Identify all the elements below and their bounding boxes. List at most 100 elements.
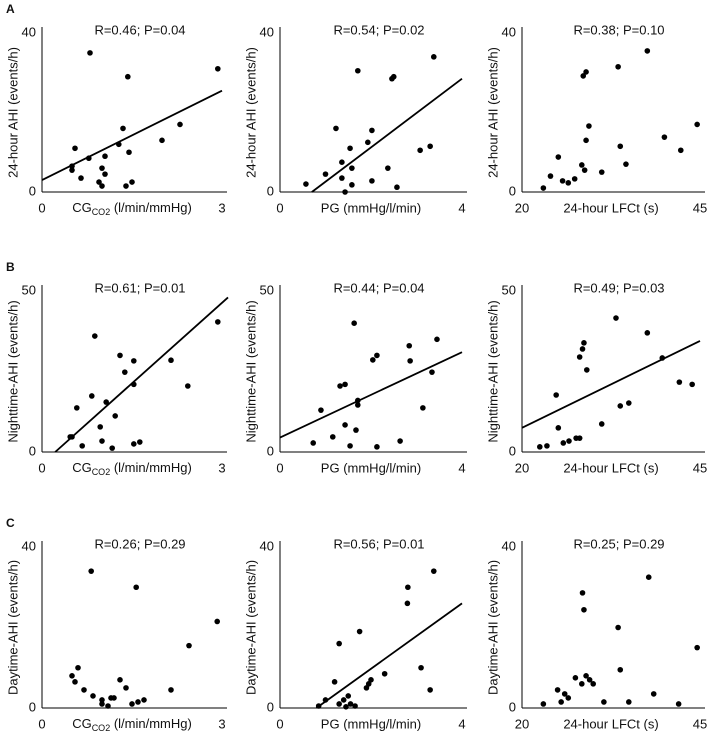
point xyxy=(123,183,129,189)
point xyxy=(579,590,586,596)
fit-line xyxy=(315,602,463,709)
point xyxy=(168,687,174,693)
point xyxy=(547,173,554,179)
x-axis-label-part: CO2 xyxy=(92,467,111,477)
point xyxy=(537,444,543,450)
point xyxy=(381,670,388,677)
point xyxy=(90,693,96,699)
point xyxy=(81,687,87,693)
x-tick-label: 0 xyxy=(38,200,45,215)
point xyxy=(576,354,583,360)
point xyxy=(407,358,413,364)
point xyxy=(598,169,605,175)
x-axis-label: CGCO2 (l/min/mmHg) xyxy=(72,460,192,477)
y-tick-label: 50 xyxy=(260,282,274,297)
point xyxy=(561,691,568,697)
point xyxy=(540,185,547,191)
annotation: R=0.25; P=0.29 xyxy=(573,536,664,551)
y-axis-label: 24-hour AHI (events/h) xyxy=(485,47,500,178)
y-tick-label: 0 xyxy=(509,699,516,714)
x-tick-label: 45 xyxy=(693,200,707,215)
annotation: R=0.54; P=0.02 xyxy=(333,22,424,37)
x-axis-label-part: (l/min/mmHg) xyxy=(110,200,192,215)
x-tick-label: 4 xyxy=(458,460,465,475)
point xyxy=(617,403,624,409)
point xyxy=(394,184,400,191)
y-tick-label: 0 xyxy=(267,699,274,714)
point xyxy=(644,330,651,336)
point xyxy=(117,677,123,683)
point xyxy=(571,176,578,182)
panel-label: B xyxy=(6,260,15,274)
panel: 0 50 0 3 R=0.61; P=0.01 Nighttime-AHI (events… xyxy=(5,280,229,477)
x-tick-label: 4 xyxy=(458,716,465,731)
x-tick-label: 4 xyxy=(458,200,465,215)
point xyxy=(96,179,102,185)
x-axis-label: PG (mmHg/l/min) xyxy=(321,460,421,475)
point xyxy=(135,699,141,705)
point xyxy=(349,182,355,188)
point xyxy=(99,697,105,703)
point xyxy=(353,427,359,433)
y-tick-label: 0 xyxy=(29,699,36,714)
point xyxy=(581,167,588,173)
y-tick-label: 0 xyxy=(509,183,516,198)
point xyxy=(356,628,363,635)
point xyxy=(365,139,371,146)
point xyxy=(131,358,137,364)
point xyxy=(339,175,345,181)
point xyxy=(105,703,111,709)
x-tick-label: 20 xyxy=(515,200,529,215)
x-axis-label-part: (l/min/mmHg) xyxy=(110,716,192,731)
x-axis-label-part: CG xyxy=(72,716,92,731)
point xyxy=(558,699,564,705)
y-axis-label: Nighttime-AHI (events/h) xyxy=(243,300,258,442)
point xyxy=(103,399,109,405)
point xyxy=(340,697,347,703)
point xyxy=(694,121,700,128)
annotation: R=0.38; P=0.10 xyxy=(573,22,664,37)
point xyxy=(617,666,624,673)
x-axis-label-part: CO2 xyxy=(92,723,111,733)
y-axis-label: Nighttime-AHI (events/h) xyxy=(5,300,20,442)
point xyxy=(123,685,129,691)
point xyxy=(385,165,391,171)
y-tick-label: 0 xyxy=(267,443,274,458)
point xyxy=(137,439,143,445)
point xyxy=(159,137,165,144)
point xyxy=(623,161,629,167)
fit-line xyxy=(41,89,223,181)
point xyxy=(102,171,108,177)
point xyxy=(540,701,547,707)
point xyxy=(186,642,192,649)
x-axis-label-part: (l/min/mmHg) xyxy=(110,460,192,475)
point xyxy=(430,54,437,60)
x-axis-label: 24-hour LFCt (s) xyxy=(563,460,658,475)
y-tick-label: 50 xyxy=(22,282,36,297)
point xyxy=(131,441,137,447)
x-tick-label: 0 xyxy=(38,460,45,475)
y-tick-label: 0 xyxy=(29,443,36,458)
point xyxy=(615,624,621,631)
point xyxy=(374,444,380,450)
point xyxy=(310,440,317,446)
point xyxy=(586,123,592,129)
point xyxy=(420,405,426,411)
y-tick-label: 40 xyxy=(502,24,516,39)
point xyxy=(177,121,183,128)
panel: 0 50 0 4 R=0.44; P=0.04 Nighttime-AHI (events… xyxy=(243,280,467,475)
x-tick-label: 20 xyxy=(515,716,529,731)
x-axis-label: 24-hour LFCt (s) xyxy=(563,200,658,215)
point xyxy=(349,165,355,171)
fit-line xyxy=(521,340,701,429)
point xyxy=(75,664,81,671)
point xyxy=(427,687,433,693)
point xyxy=(370,357,376,363)
point xyxy=(661,134,668,140)
y-axis-label: Daytime-AHI (events/h) xyxy=(5,560,20,695)
point xyxy=(333,125,339,132)
point xyxy=(99,165,105,171)
point xyxy=(601,699,607,705)
point xyxy=(88,568,94,574)
point xyxy=(598,421,605,427)
